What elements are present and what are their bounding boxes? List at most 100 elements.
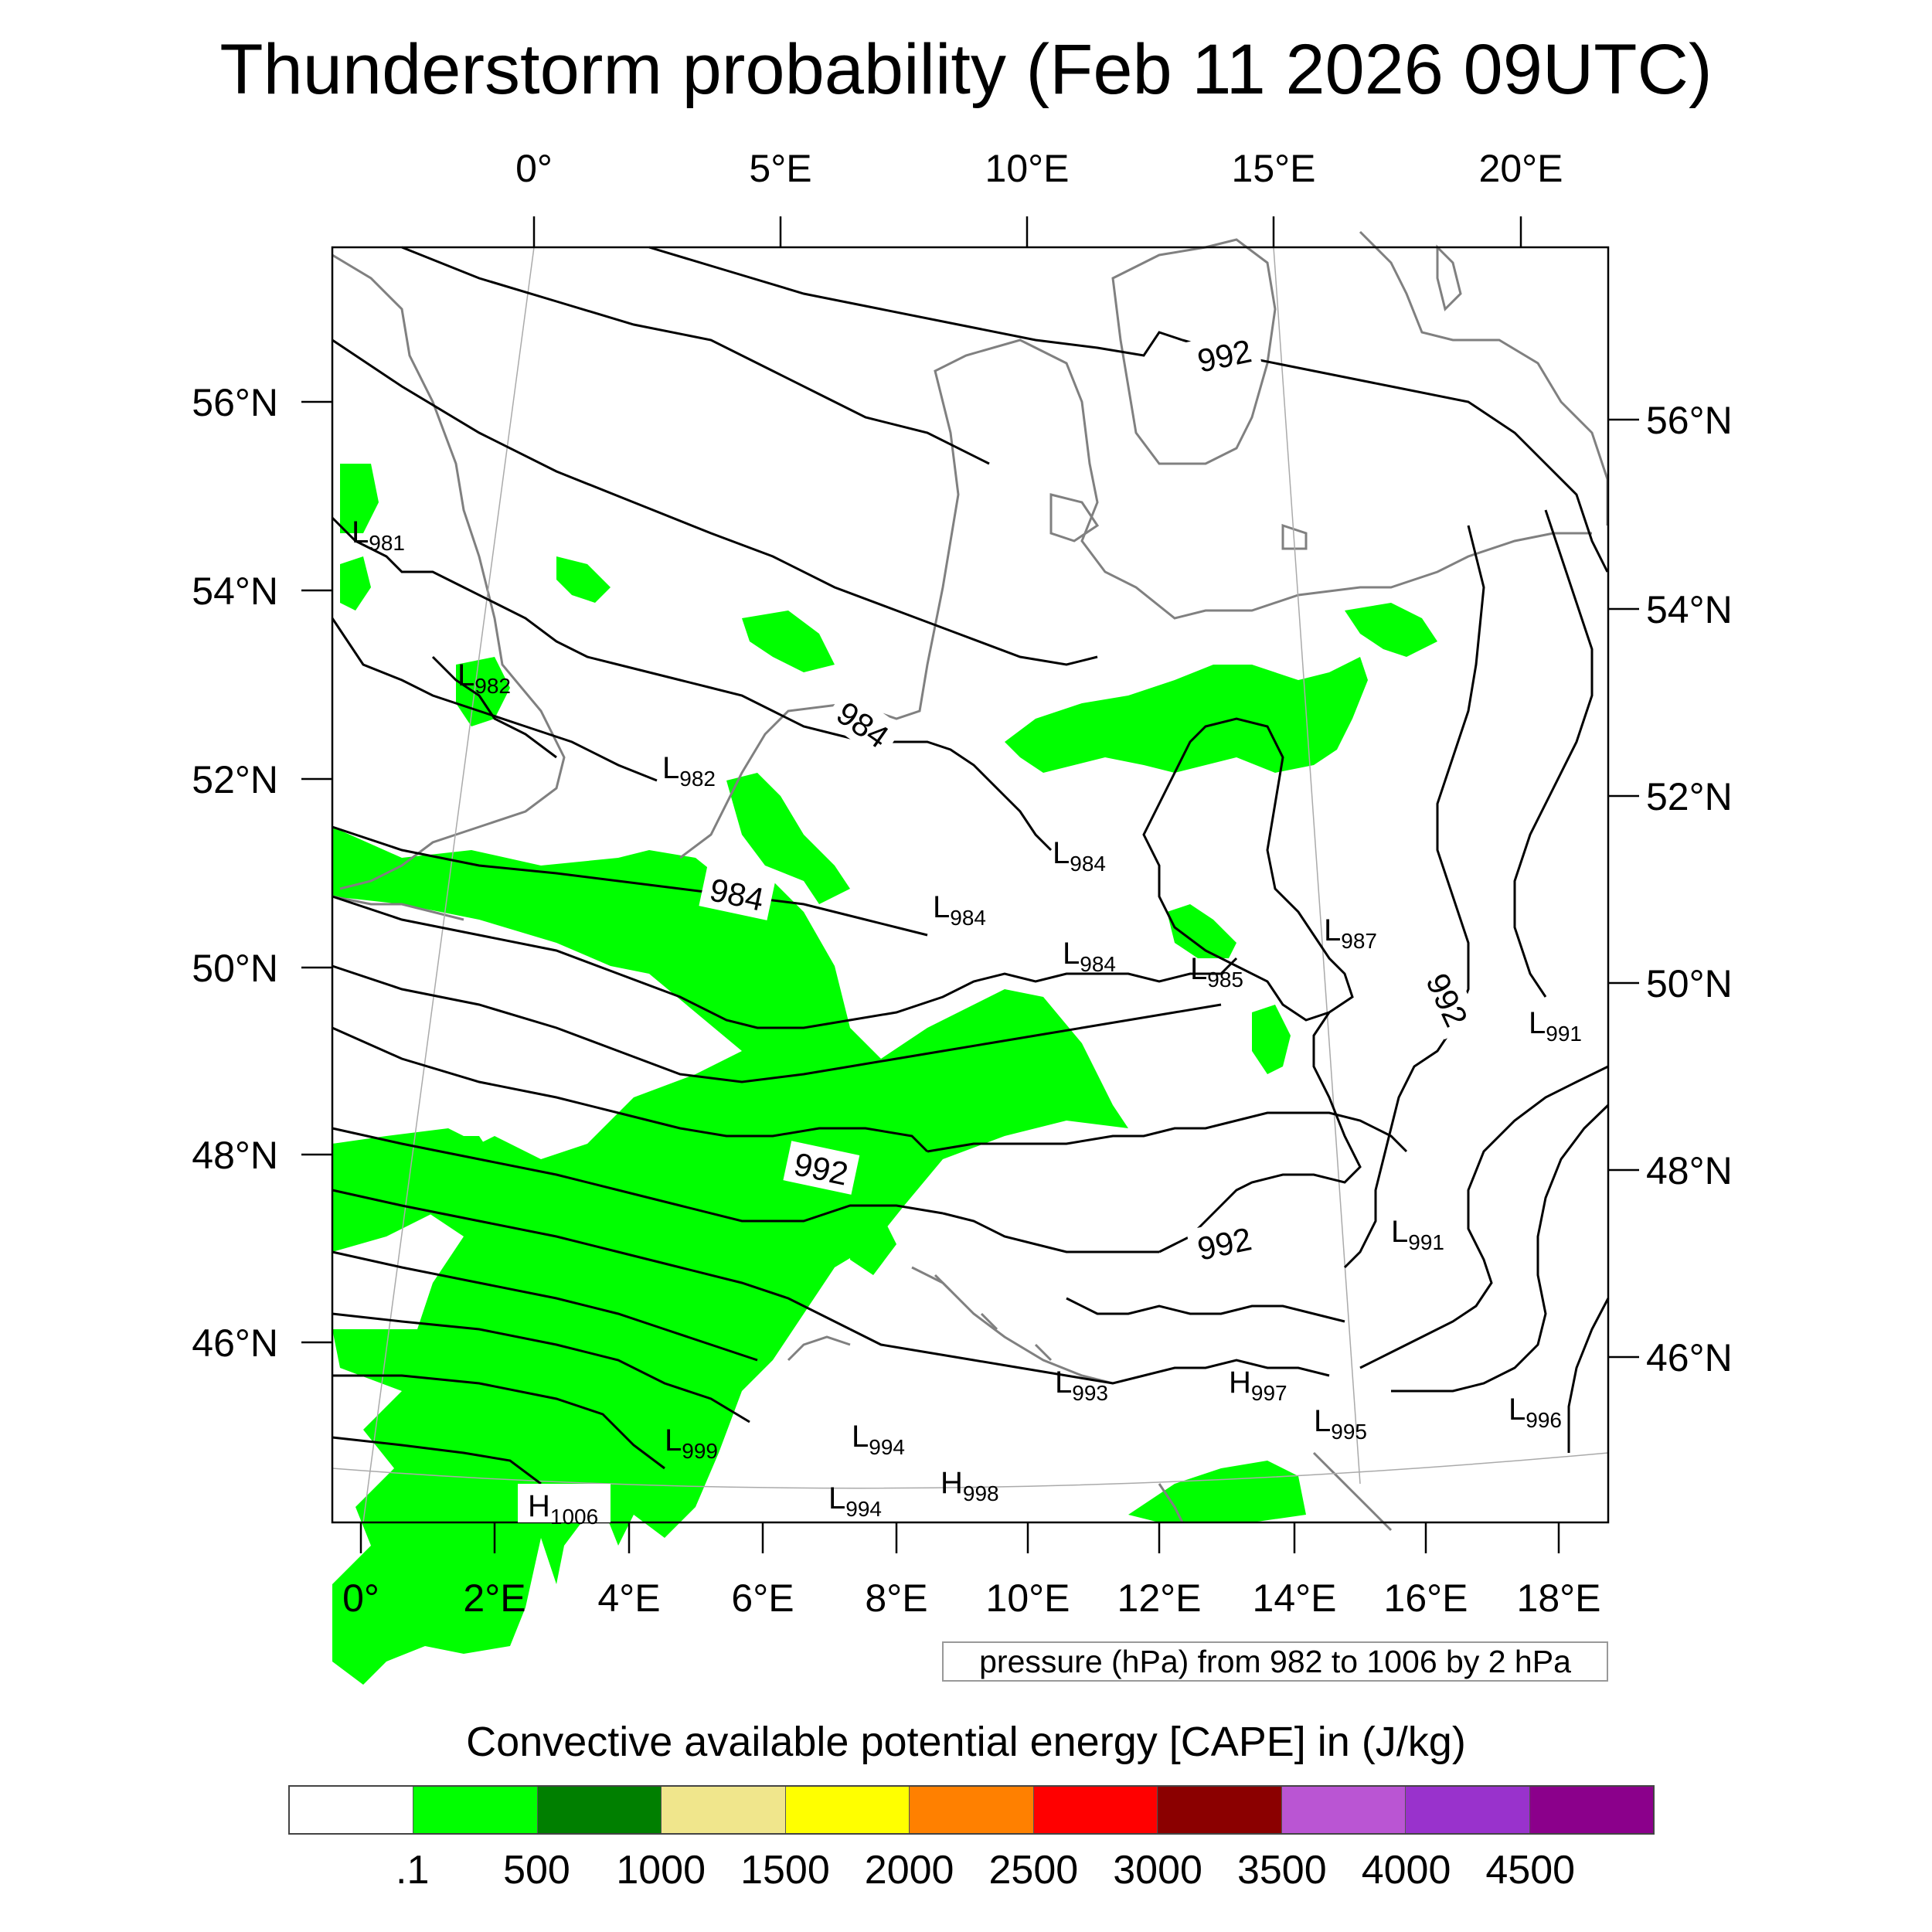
- isobar-t: [1343, 1027, 1454, 1269]
- cape-area-uk-east: [456, 657, 510, 726]
- left-lat-label: 56°N: [192, 381, 278, 424]
- bottom-lon-label: 16°E: [1384, 1577, 1468, 1620]
- coastline-adriatic-east: [1312, 1451, 1393, 1532]
- isobar-w: [1359, 1065, 1609, 1369]
- coastline-britain-east: [332, 253, 566, 890]
- colorbar-label: 3000: [1113, 1848, 1202, 1893]
- pressure-center: L982: [662, 751, 716, 791]
- isobar-f: [331, 617, 658, 782]
- top-lon-label: 5°E: [749, 147, 811, 190]
- isobar-ab: [942, 1212, 1159, 1253]
- pressure-center: L994: [852, 1420, 905, 1459]
- tick-marks: [301, 216, 1639, 1553]
- pressure-centers: L981 L982 L982 L984 L984 L984 L985 L987 …: [352, 515, 1582, 1529]
- isobar-y: [1567, 1298, 1610, 1453]
- isobar-p: [332, 1374, 665, 1470]
- bottom-lon-labels: 0° 2°E 4°E 6°E 8°E 10°E 12°E 14°E 16°E 1…: [342, 1577, 1600, 1620]
- pressure-center: H997: [1229, 1366, 1287, 1405]
- coastline-baltic-east: [1359, 230, 1609, 526]
- colorbar-swatch: [537, 1787, 662, 1833]
- bottom-lon-label: 6°E: [731, 1577, 794, 1620]
- coastline-denmark-islands: [1049, 493, 1100, 543]
- left-lat-label: 48°N: [192, 1134, 278, 1177]
- pressure-center: L991: [1529, 1006, 1582, 1046]
- pressure-center: L984: [1053, 836, 1106, 876]
- pressure-center: L995: [1314, 1404, 1367, 1444]
- bottom-lon-label: 4°E: [597, 1577, 660, 1620]
- coastline-bornholm: [1281, 523, 1308, 550]
- colorbar-label: 4000: [1361, 1848, 1451, 1893]
- meridian-15e: [1273, 247, 1361, 1485]
- coastline-gotland: [1436, 244, 1462, 311]
- pressure-center: L991: [1391, 1215, 1444, 1254]
- top-lon-label: 15°E: [1232, 147, 1316, 190]
- top-lon-label: 0°: [515, 147, 553, 190]
- right-lat-label: 52°N: [1646, 775, 1733, 818]
- isobar-x: [1391, 1104, 1610, 1393]
- top-lon-labels: 0° 5°E 10°E 15°E 20°E: [515, 147, 1563, 190]
- colorbar-label: 1500: [740, 1848, 830, 1893]
- coastline-ligurian: [787, 1335, 851, 1362]
- pressure-center: L982: [457, 658, 511, 698]
- pressure-center: L981: [352, 515, 405, 555]
- right-lat-label: 54°N: [1646, 588, 1733, 631]
- right-lat-label: 48°N: [1646, 1149, 1733, 1192]
- cape-area-southwest-2: [332, 1136, 510, 1252]
- bottom-lon-label: 18°E: [1517, 1577, 1601, 1620]
- left-lat-label: 52°N: [192, 758, 278, 801]
- pressure-center: L996: [1509, 1393, 1562, 1432]
- pressure-center: L984: [1063, 937, 1116, 976]
- colorbar-label: 500: [503, 1848, 570, 1893]
- isobar-j: [332, 964, 1222, 1083]
- colorbar-label: 2500: [988, 1848, 1079, 1893]
- lakes-alps: [934, 1274, 1053, 1362]
- coastline-adriatic-west: [1158, 1483, 1184, 1523]
- isobar-n: [332, 1250, 758, 1362]
- cape-area-czech: [1167, 904, 1236, 958]
- left-lat-label: 50°N: [192, 947, 278, 990]
- isobar-aa: [927, 1111, 1408, 1153]
- cape-area-frisia: [742, 611, 835, 672]
- bottom-lon-label: 2°E: [463, 1577, 526, 1620]
- colorbar-swatch: [290, 1787, 414, 1833]
- colorbar-swatch: [413, 1787, 538, 1833]
- colorbar-title: Convective available potential energy [C…: [466, 1719, 1466, 1765]
- isobar-c: [648, 246, 1183, 357]
- coastline-channel: [332, 895, 464, 921]
- colorbar-swatch: [1033, 1787, 1158, 1833]
- cape-area-uk-north: [340, 464, 379, 533]
- isobar-l: [332, 1127, 944, 1223]
- cape-area-baltic: [1345, 603, 1437, 657]
- cape-area-north-germany: [1005, 657, 1368, 773]
- pressure-center: H998: [940, 1466, 999, 1505]
- cape-area-southwest: [332, 827, 1128, 1685]
- pressure-center: L993: [1055, 1366, 1108, 1405]
- colorbar-label: 1000: [616, 1848, 706, 1893]
- colorbar-swatch: [1529, 1787, 1653, 1833]
- colorbar-swatch: [785, 1787, 910, 1833]
- isobar-d: [1182, 338, 1609, 573]
- top-lon-label: 20°E: [1479, 147, 1563, 190]
- colorbar-swatch: [1406, 1787, 1530, 1833]
- left-lat-label: 46°N: [192, 1321, 278, 1365]
- bottom-lon-label: 14°E: [1253, 1577, 1337, 1620]
- isobar-e: [331, 516, 1053, 852]
- right-lat-label: 46°N: [1646, 1336, 1733, 1379]
- graticule: [332, 247, 1609, 1523]
- isobar-ac: [1066, 1297, 1345, 1323]
- isobar-z: [849, 1328, 1330, 1385]
- pressure-info-box: pressure (hPa) from 982 to 1006 by 2 hPa: [942, 1641, 1608, 1682]
- pressure-center: H1006: [528, 1489, 598, 1529]
- isobar-v: [1513, 509, 1594, 998]
- colorbar: [288, 1785, 1655, 1835]
- colorbar-swatch: [662, 1787, 786, 1833]
- parallel-45n: [332, 1452, 1609, 1489]
- isobar-g: [431, 655, 557, 759]
- cape-area-adriatic: [1128, 1461, 1306, 1522]
- map-title: Thunderstorm probability (Feb 11 2026 09…: [219, 30, 1713, 109]
- isobar-a: [401, 246, 990, 465]
- right-lat-label: 56°N: [1646, 399, 1733, 442]
- pressure-center: L984: [933, 890, 986, 930]
- pressure-center: L999: [665, 1423, 718, 1463]
